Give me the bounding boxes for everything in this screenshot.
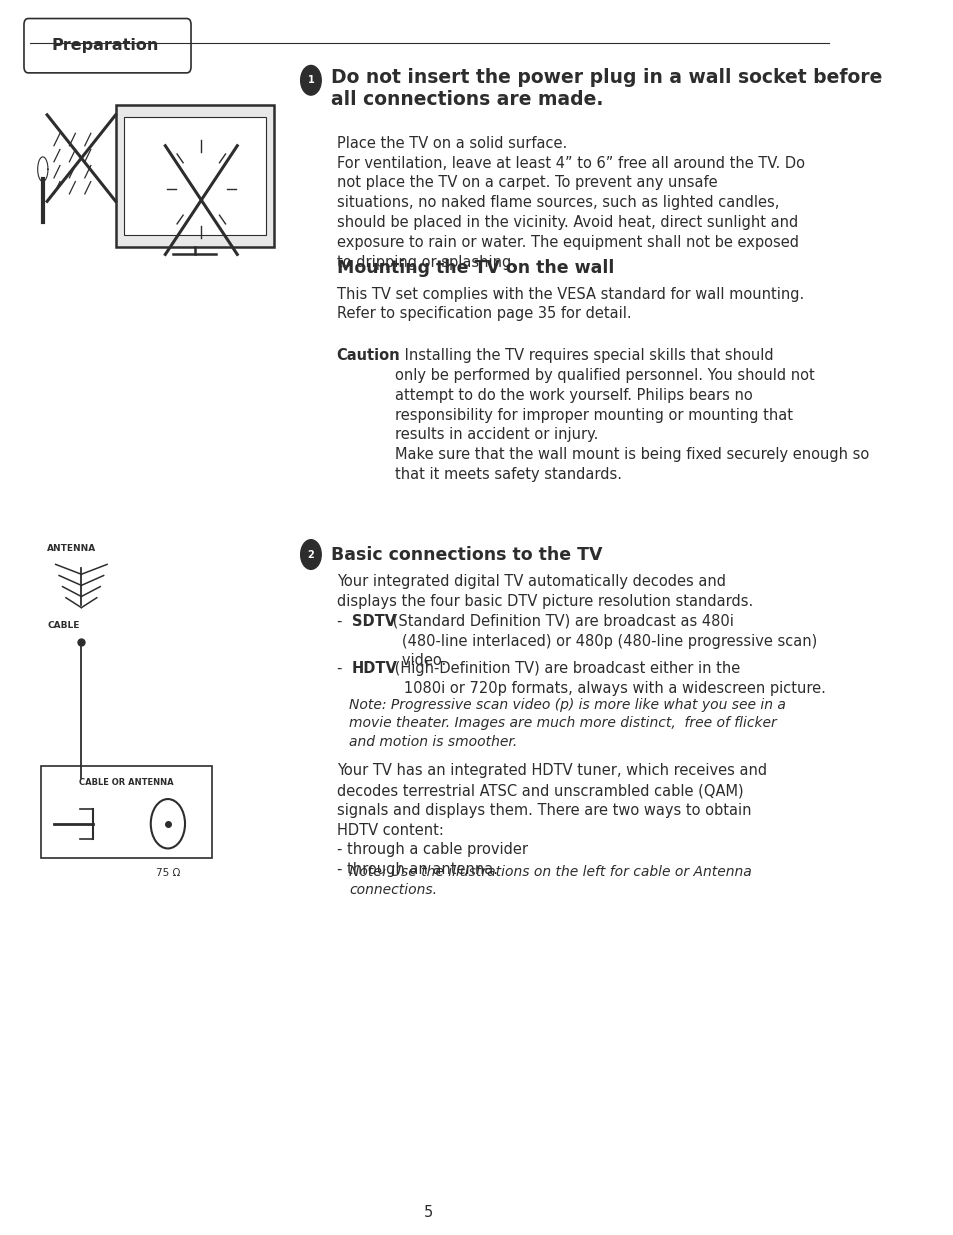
Text: Basic connections to the TV: Basic connections to the TV bbox=[331, 546, 601, 564]
FancyBboxPatch shape bbox=[115, 105, 274, 247]
Circle shape bbox=[300, 540, 321, 569]
Text: 2: 2 bbox=[307, 550, 314, 559]
Text: Note: Progressive scan video (p) is more like what you see in a
movie theater. I: Note: Progressive scan video (p) is more… bbox=[349, 698, 785, 748]
Text: Do not insert the power plug in a wall socket before
all connections are made.: Do not insert the power plug in a wall s… bbox=[331, 68, 882, 109]
FancyBboxPatch shape bbox=[41, 766, 213, 858]
Text: 1: 1 bbox=[307, 75, 314, 85]
Text: 75 Ω: 75 Ω bbox=[155, 868, 180, 878]
Text: This TV set complies with the VESA standard for wall mounting.
Refer to specific: This TV set complies with the VESA stand… bbox=[336, 287, 803, 321]
Text: Your TV has an integrated HDTV tuner, which receives and
decodes terrestrial ATS: Your TV has an integrated HDTV tuner, wh… bbox=[336, 763, 766, 877]
Text: (High-Definition TV) are broadcast either in the
   1080i or 720p formats, alway: (High-Definition TV) are broadcast eithe… bbox=[390, 661, 824, 695]
Text: ANTENNA: ANTENNA bbox=[47, 545, 96, 553]
Circle shape bbox=[300, 65, 321, 95]
Text: Your integrated digital TV automatically decodes and
displays the four basic DTV: Your integrated digital TV automatically… bbox=[336, 574, 752, 609]
FancyBboxPatch shape bbox=[124, 117, 265, 235]
Text: SDTV: SDTV bbox=[352, 614, 395, 629]
Text: Note: Use the illustrations on the left for cable or Antenna
connections.: Note: Use the illustrations on the left … bbox=[349, 864, 752, 897]
Text: Preparation: Preparation bbox=[51, 38, 159, 53]
Text: 5: 5 bbox=[423, 1205, 433, 1220]
Text: -: - bbox=[336, 661, 346, 676]
Text: (Standard Definition TV) are broadcast as 480i
   (480-line interlaced) or 480p : (Standard Definition TV) are broadcast a… bbox=[388, 614, 817, 668]
Text: Caution: Caution bbox=[336, 348, 400, 363]
Text: HDTV: HDTV bbox=[352, 661, 397, 676]
Text: Mounting the TV on the wall: Mounting the TV on the wall bbox=[336, 259, 614, 278]
Text: CABLE OR ANTENNA: CABLE OR ANTENNA bbox=[79, 778, 173, 787]
FancyBboxPatch shape bbox=[24, 19, 191, 73]
Text: : Installing the TV requires special skills that should
only be performed by qua: : Installing the TV requires special ski… bbox=[395, 348, 868, 482]
Text: -: - bbox=[336, 614, 346, 629]
Text: CABLE: CABLE bbox=[47, 621, 79, 630]
Text: Place the TV on a solid surface.
For ventilation, leave at least 4” to 6” free a: Place the TV on a solid surface. For ven… bbox=[336, 136, 803, 269]
